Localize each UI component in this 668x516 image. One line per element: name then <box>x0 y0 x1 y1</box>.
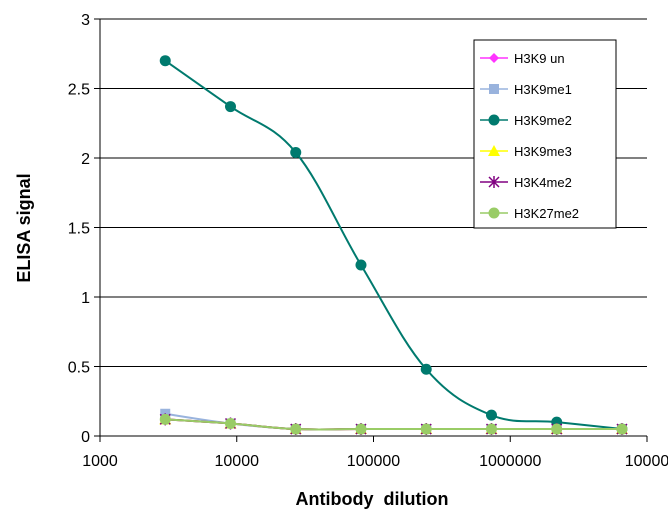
legend-label: H3K9 un <box>514 51 565 66</box>
series-line <box>165 418 622 431</box>
legend-swatch-marker <box>488 176 500 188</box>
data-point <box>420 363 432 375</box>
data-point <box>551 423 563 435</box>
legend-swatch-marker <box>488 145 500 156</box>
legend-entry: H3K4me2 <box>480 175 572 190</box>
legend-label: H3K9me2 <box>514 113 572 128</box>
legend-entry: H3K9me1 <box>480 82 572 97</box>
data-point <box>159 55 171 67</box>
x-tick-label: 100000 <box>347 453 400 470</box>
x-tick-label: 10000 <box>215 453 260 470</box>
series-line <box>164 59 623 431</box>
legend-swatch-marker <box>488 114 500 126</box>
legend-swatch-marker <box>488 207 500 219</box>
data-point <box>420 423 432 435</box>
y-axis-ticks: 0 0.5 1 1.5 2 2.5 3 <box>68 12 100 446</box>
y-tick-label: 1 <box>81 290 90 307</box>
legend-label: H3K9me1 <box>514 82 572 97</box>
x-tick-label: 1000 <box>82 453 118 470</box>
data-point <box>355 423 367 435</box>
legend: H3K9 un H3K9me1 H3K9me2 H3K9me3 H3K4me2 H3K27… <box>473 39 617 229</box>
legend-entry: H3K9me2 <box>480 113 572 128</box>
data-point <box>224 101 236 113</box>
legend-entry: H3K27me2 <box>480 206 579 221</box>
data-point <box>485 409 497 421</box>
x-tick-label: 1000000 <box>479 453 541 470</box>
y-axis-title: ELISA signal <box>14 173 34 282</box>
data-point <box>290 146 302 158</box>
legend-label: H3K9me3 <box>514 144 572 159</box>
y-tick-label: 0.5 <box>68 360 90 377</box>
data-point <box>159 413 171 425</box>
data-point <box>616 423 628 435</box>
legend-label: H3K4me2 <box>514 175 572 190</box>
legend-box <box>473 39 617 229</box>
series-6 <box>159 413 628 435</box>
data-point <box>485 423 497 435</box>
legend-label: H3K27me2 <box>514 206 579 221</box>
y-tick-label: 0 <box>81 429 90 446</box>
y-tick-label: 1.5 <box>68 221 90 238</box>
series-group <box>159 55 628 436</box>
legend-swatch-marker <box>489 84 499 94</box>
legend-entry: H3K9 un <box>480 51 565 66</box>
y-tick-label: 2 <box>81 151 90 168</box>
y-tick-label: 2.5 <box>68 82 90 99</box>
legend-swatch-marker <box>489 53 499 63</box>
legend-entry: H3K9me3 <box>480 144 572 159</box>
y-tick-label: 3 <box>81 12 90 29</box>
data-point <box>224 417 236 429</box>
x-axis-title: Antibody dilution <box>296 489 449 509</box>
data-point <box>290 423 302 435</box>
x-axis-ticks: 1000 10000 100000 1000000 10000 <box>82 436 668 470</box>
x-tick-label: 10000 <box>625 453 668 470</box>
data-point <box>355 259 367 271</box>
gridlines <box>100 18 647 367</box>
